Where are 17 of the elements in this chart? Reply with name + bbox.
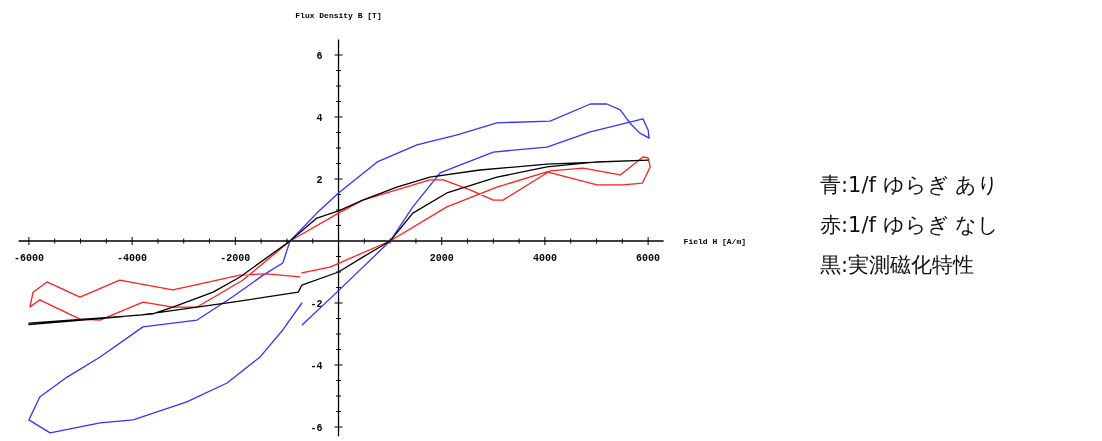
x-tick-label: 4000 [532,253,557,264]
x-tick-label: 6000 [636,253,661,264]
x-tick-label: -4000 [117,253,148,264]
annotation: 赤:1/f ゆらぎ なし [820,213,1000,237]
x-tick-label: -2000 [220,253,251,264]
annotation: 青:1/f ゆらぎ あり [820,173,1000,197]
x-tick-label: 2000 [429,253,454,264]
y-tick-label: -6 [310,422,323,434]
y-tick-label: 2 [316,174,323,186]
x-tick-label: -6000 [13,253,44,264]
x-axis-title: Field H [A/m] [683,237,746,246]
y-tick-label: 4 [316,112,323,124]
y-tick-label: -4 [310,360,323,372]
y-tick-label: 6 [316,50,323,62]
y-tick-label: -2 [310,298,323,310]
annotation: 黒:実測磁化特性 [820,253,975,277]
y-axis-title: Flux Density B [T] [295,11,382,20]
